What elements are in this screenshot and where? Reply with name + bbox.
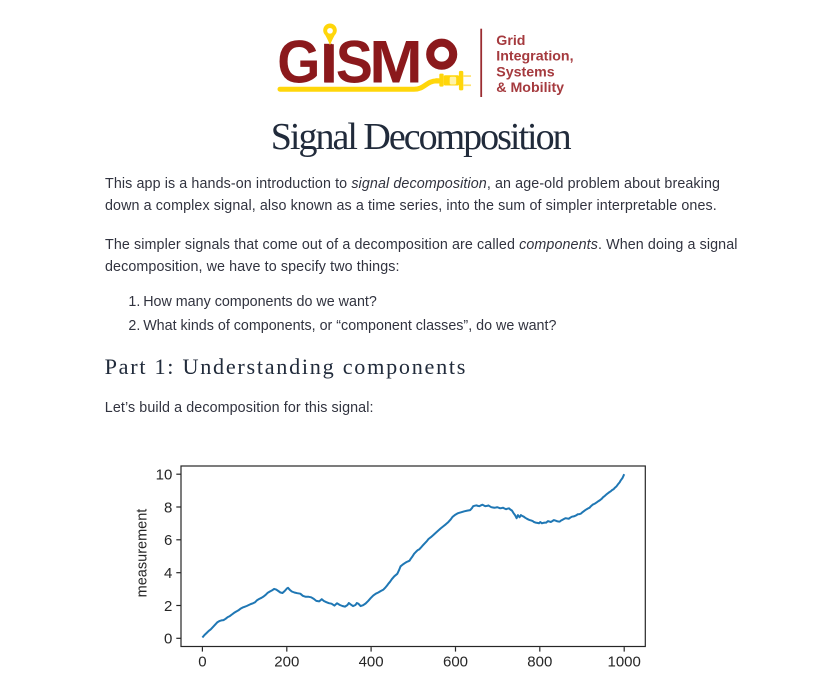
svg-text:0: 0	[164, 631, 172, 648]
svg-text:8: 8	[164, 499, 172, 516]
svg-text:& Mobility: & Mobility	[496, 80, 564, 96]
svg-text:800: 800	[527, 653, 552, 670]
svg-text:Integration,: Integration,	[496, 49, 573, 65]
svg-text:4: 4	[164, 565, 172, 582]
svg-text:Systems: Systems	[496, 64, 554, 80]
svg-text:M: M	[369, 29, 422, 96]
svg-text:6: 6	[164, 532, 172, 549]
svg-text:10: 10	[156, 467, 173, 484]
svg-text:measurement: measurement	[134, 509, 150, 598]
svg-text:2: 2	[164, 598, 172, 615]
svg-text:400: 400	[359, 653, 384, 670]
svg-text:200: 200	[274, 653, 299, 670]
svg-text:1000: 1000	[608, 653, 641, 670]
svg-text:600: 600	[443, 653, 468, 670]
svg-text:Grid: Grid	[496, 33, 525, 49]
svg-text:0: 0	[198, 653, 206, 670]
